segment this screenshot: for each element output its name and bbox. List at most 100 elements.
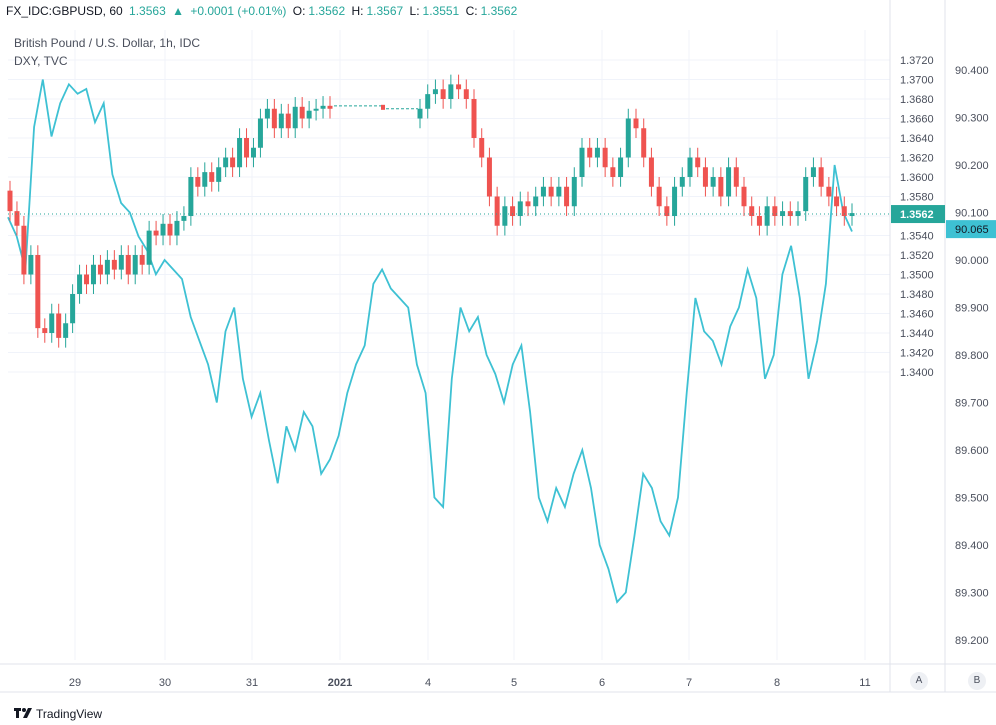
candle [195, 167, 201, 197]
candle-body [818, 167, 824, 187]
candle-body [641, 128, 647, 158]
candle-body [772, 206, 778, 216]
axis-a-tick: 1.3500 [900, 270, 934, 282]
candle [237, 128, 243, 177]
candle-body [7, 190, 13, 212]
candle [718, 167, 724, 207]
axis-a-button[interactable]: A [910, 672, 928, 690]
open-label: O: [292, 4, 306, 18]
candle [479, 128, 485, 168]
candle-body [202, 172, 208, 187]
candle [618, 147, 624, 187]
holiday-candle [381, 104, 385, 110]
last-price: 1.3563 [129, 4, 166, 18]
candle-body [672, 186, 678, 216]
candle [28, 245, 34, 285]
candle-body [756, 216, 762, 226]
candle [223, 147, 229, 177]
brand[interactable]: TradingView [14, 707, 102, 721]
symbol-label: FX_IDC:GBPUSD, 60 [6, 4, 123, 18]
axis-a-tick: 1.3600 [900, 172, 934, 184]
candle-body [195, 177, 201, 187]
candle-body [35, 255, 41, 329]
candle [494, 186, 500, 236]
candle [216, 157, 222, 192]
candle-body [313, 108, 319, 111]
x-tick-label: 29 [69, 677, 81, 689]
x-tick-label: 8 [774, 677, 780, 689]
axis-a-tick: 1.3700 [900, 75, 934, 87]
x-tick-label: 31 [246, 677, 258, 689]
candle-body [587, 147, 593, 158]
candle [726, 157, 732, 207]
candle-body [84, 274, 90, 285]
candle-body [695, 157, 701, 168]
candle-body [320, 105, 326, 109]
candle [21, 216, 27, 285]
candle-body [139, 255, 145, 265]
candle [202, 162, 208, 197]
candle [146, 220, 152, 275]
candle-body [188, 177, 194, 216]
candle [174, 211, 180, 246]
axis-b-tick: 89.500 [955, 493, 989, 505]
axis-b-button[interactable]: B [968, 672, 986, 690]
candle [244, 128, 250, 168]
candle [533, 186, 539, 216]
candle-body [327, 105, 333, 109]
axis-a-tick: 1.3640 [900, 133, 934, 145]
candle-body [250, 147, 256, 158]
candle [209, 162, 215, 192]
brand-label: TradingView [36, 707, 103, 721]
candle-body [625, 118, 631, 158]
candle [104, 250, 110, 285]
high-label: H: [351, 4, 364, 18]
candle-body [517, 201, 523, 216]
up-arrow-icon: ▲ [172, 4, 184, 18]
axis-b-tick: 89.600 [955, 445, 989, 457]
candle [417, 99, 423, 129]
chart-header: FX_IDC:GBPUSD, 60 1.3563 ▲ +0.0001 (+0.0… [6, 4, 520, 18]
candle-body [306, 110, 312, 119]
candle-body [687, 157, 693, 177]
candle [548, 177, 554, 207]
candle [672, 177, 678, 226]
candle-body [656, 186, 662, 207]
candle-body [463, 89, 469, 99]
candle [70, 284, 76, 333]
candle-body [257, 118, 263, 148]
price-axis-a: 1.3720 1.3700 1.3680 1.3660 1.3640 1.3620 1.36… [891, 55, 945, 379]
candle [250, 138, 256, 168]
gbpusd-candles [7, 74, 890, 348]
candle-body [479, 138, 485, 158]
candle-body [571, 177, 577, 207]
candle-body [556, 186, 562, 197]
candle [525, 191, 531, 216]
candle-body [710, 177, 716, 187]
candle [687, 147, 693, 187]
candle [425, 84, 431, 119]
candle [230, 147, 236, 177]
candle-body [97, 264, 103, 275]
x-tick-label: 11 [859, 677, 870, 689]
candle-body [77, 274, 83, 294]
candle-body [118, 255, 124, 270]
candle-body [167, 223, 173, 236]
axis-b-tick: 90.100 [955, 208, 989, 220]
candle [695, 147, 701, 177]
candle [664, 196, 670, 226]
candle-body [181, 216, 187, 221]
candle [111, 250, 117, 280]
candle-body [104, 259, 110, 275]
candle [264, 99, 270, 129]
candle-body [146, 230, 152, 265]
candle [633, 108, 639, 138]
candle [710, 167, 716, 197]
open-value: 1.3562 [308, 4, 346, 18]
candle [517, 191, 523, 226]
candle-body [764, 206, 770, 226]
x-tick-label: 6 [599, 677, 605, 689]
candle [579, 138, 585, 187]
candle [42, 318, 48, 343]
